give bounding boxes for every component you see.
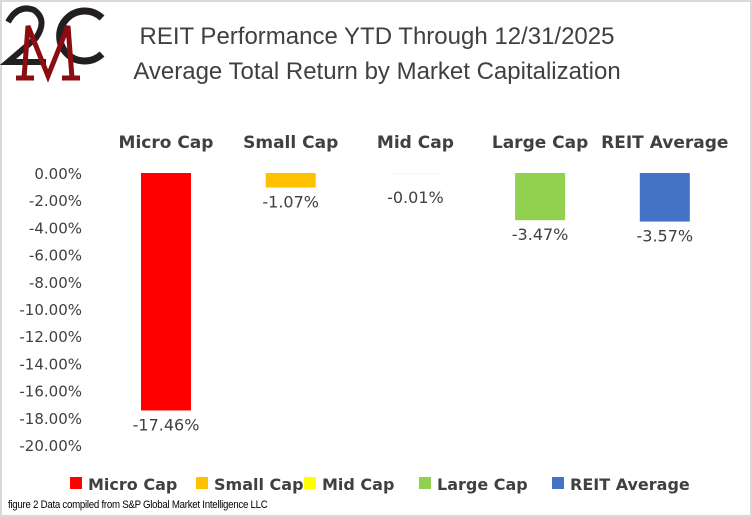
y-tick-label: -16.00% xyxy=(19,383,82,401)
y-tick-label: -10.00% xyxy=(19,301,82,319)
data-label: -17.46% xyxy=(133,415,200,434)
category-label: Large Cap xyxy=(492,133,588,153)
y-tick-label: -18.00% xyxy=(19,410,82,428)
data-label: -3.47% xyxy=(512,225,569,244)
data-label: -1.07% xyxy=(262,193,319,212)
legend-swatch xyxy=(304,477,316,489)
bar xyxy=(639,173,690,222)
legend-swatch xyxy=(70,477,82,489)
y-tick-label: 0.00% xyxy=(34,165,82,183)
data-label: -0.01% xyxy=(387,188,444,207)
legend-label: Small Cap xyxy=(214,475,304,494)
logo-digit-2 xyxy=(0,5,46,65)
y-tick-label: -14.00% xyxy=(19,355,82,373)
chart-subtitle: Average Total Return by Market Capitaliz… xyxy=(133,58,620,85)
y-tick-label: -2.00% xyxy=(29,192,82,210)
bar xyxy=(265,173,316,188)
data-label: -3.57% xyxy=(636,227,693,246)
y-tick-label: -6.00% xyxy=(29,247,82,265)
y-tick-label: -4.00% xyxy=(29,219,82,237)
y-tick-label: -20.00% xyxy=(19,437,82,455)
y-tick-label: -12.00% xyxy=(19,328,82,346)
category-label: Mid Cap xyxy=(377,133,454,153)
logo xyxy=(0,5,105,83)
figure-caption: figure 2 Data compiled from S&P Global M… xyxy=(8,499,268,511)
category-label: Small Cap xyxy=(243,133,338,153)
legend-label: Large Cap xyxy=(437,475,528,494)
legend-label: Micro Cap xyxy=(88,475,177,494)
legend-label: Mid Cap xyxy=(322,475,394,494)
category-label: Micro Cap xyxy=(119,133,214,153)
chart-title: REIT Performance YTD Through 12/31/2025 xyxy=(140,23,615,50)
category-label: REIT Average xyxy=(601,133,728,153)
legend-label: REIT Average xyxy=(570,475,690,494)
legend-swatch xyxy=(419,477,431,489)
bar xyxy=(141,173,191,411)
logo-letter-c xyxy=(56,7,105,65)
legend-swatch xyxy=(552,477,564,489)
legend-swatch xyxy=(196,477,208,489)
bar xyxy=(515,173,566,221)
logo-letter-m xyxy=(16,25,80,83)
y-tick-label: -8.00% xyxy=(29,274,82,292)
